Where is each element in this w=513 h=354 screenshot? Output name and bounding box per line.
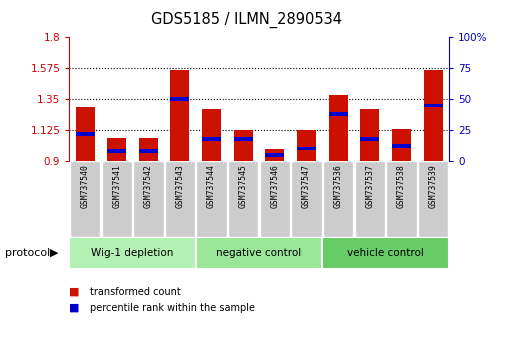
Text: GSM737541: GSM737541 [112, 164, 121, 208]
Text: percentile rank within the sample: percentile rank within the sample [90, 303, 255, 313]
Text: GSM737546: GSM737546 [270, 164, 280, 208]
Text: vehicle control: vehicle control [347, 248, 424, 258]
Bar [265, 153, 284, 156]
Bar [392, 144, 411, 148]
Text: protocol: protocol [5, 248, 50, 258]
Bar [139, 138, 158, 161]
Bar [202, 109, 221, 161]
Bar [297, 147, 316, 150]
Bar [234, 130, 253, 161]
Text: GDS5185 / ILMN_2890534: GDS5185 / ILMN_2890534 [151, 11, 342, 28]
Bar [75, 107, 94, 161]
Bar [418, 161, 448, 237]
Text: ▶: ▶ [50, 248, 58, 258]
Bar [291, 161, 322, 237]
Bar [170, 97, 189, 101]
Bar [133, 161, 164, 237]
Bar [70, 161, 100, 237]
Text: negative control: negative control [216, 248, 302, 258]
Bar [107, 149, 126, 153]
Bar [228, 161, 259, 237]
Bar [354, 161, 385, 237]
Text: GSM737543: GSM737543 [175, 164, 185, 208]
Bar [170, 69, 189, 161]
Text: GSM737536: GSM737536 [333, 164, 343, 208]
Text: GSM737544: GSM737544 [207, 164, 216, 208]
Text: GSM737539: GSM737539 [428, 164, 438, 208]
Bar [102, 161, 132, 237]
Text: ■: ■ [69, 287, 80, 297]
Bar [265, 149, 284, 161]
Bar [139, 149, 158, 153]
Bar [75, 132, 94, 136]
Bar [360, 137, 379, 141]
Bar [297, 130, 316, 161]
Text: ■: ■ [69, 303, 80, 313]
Bar [329, 95, 348, 161]
Text: GSM737542: GSM737542 [144, 164, 153, 208]
Bar [165, 161, 195, 237]
Bar [260, 161, 290, 237]
Bar [322, 237, 449, 269]
Bar [329, 112, 348, 116]
Text: GSM737545: GSM737545 [239, 164, 248, 208]
Bar [196, 161, 227, 237]
Bar [386, 161, 417, 237]
Bar [107, 138, 126, 161]
Bar [69, 237, 196, 269]
Bar [360, 109, 379, 161]
Bar [234, 137, 253, 141]
Bar [202, 137, 221, 141]
Text: GSM737537: GSM737537 [365, 164, 374, 208]
Bar [424, 70, 443, 161]
Text: GSM737540: GSM737540 [81, 164, 90, 208]
Text: Wig-1 depletion: Wig-1 depletion [91, 248, 174, 258]
Bar [323, 161, 353, 237]
Text: GSM737547: GSM737547 [302, 164, 311, 208]
Text: transformed count: transformed count [90, 287, 181, 297]
Bar [196, 237, 322, 269]
Bar [392, 130, 411, 161]
Bar [424, 104, 443, 107]
Text: GSM737538: GSM737538 [397, 164, 406, 208]
